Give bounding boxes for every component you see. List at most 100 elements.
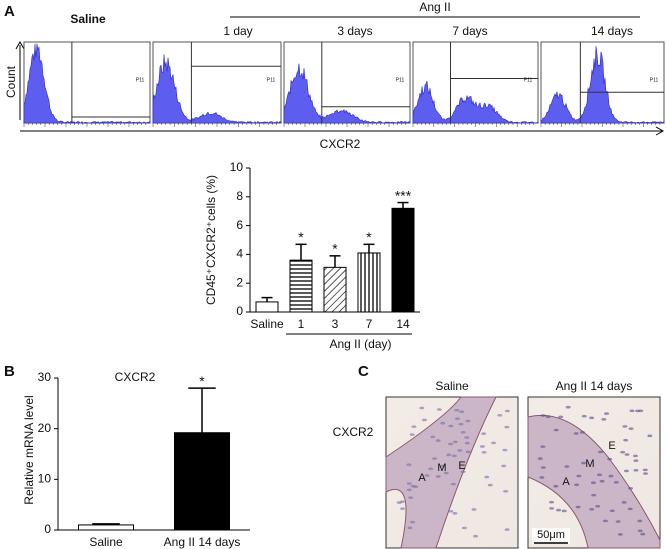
axis-label: Count xyxy=(4,65,18,98)
nucleus xyxy=(589,508,595,511)
nucleus xyxy=(407,526,413,530)
histogram xyxy=(152,54,282,124)
nucleus xyxy=(458,422,464,426)
nucleus xyxy=(461,526,467,530)
x-tick-label: 7 xyxy=(366,317,373,331)
nucleus xyxy=(575,505,581,509)
nucleus xyxy=(553,428,559,432)
nucleus xyxy=(602,519,608,523)
nucleus xyxy=(549,500,555,504)
y-tick-label: 6 xyxy=(236,218,243,232)
region-label: E xyxy=(458,460,465,472)
gate-label: P11 xyxy=(396,77,405,83)
significance: * xyxy=(332,241,338,257)
nucleus xyxy=(479,445,485,448)
nucleus xyxy=(413,485,419,488)
nucleus xyxy=(443,471,449,475)
nucleus xyxy=(632,454,638,458)
nucleus xyxy=(454,417,460,420)
nucleus xyxy=(448,509,454,513)
gate-label: P11 xyxy=(524,77,533,83)
nucleus xyxy=(450,482,456,486)
nucleus xyxy=(545,415,551,419)
y-tick-label: 0 xyxy=(44,522,51,536)
y-axis-label: CD45⁺CXCR2⁺cells (%) xyxy=(204,175,218,305)
nucleus xyxy=(628,486,634,490)
nucleus xyxy=(408,496,414,499)
nucleus xyxy=(484,475,490,479)
gate-label: P11 xyxy=(650,77,659,83)
nucleus xyxy=(561,509,567,513)
nucleus xyxy=(564,465,570,468)
nucleus xyxy=(574,483,580,487)
nucleus xyxy=(609,509,615,513)
nucleus xyxy=(633,468,639,472)
nucleus xyxy=(428,467,434,471)
scale-label: 50μm xyxy=(537,529,565,541)
nucleus xyxy=(549,507,555,510)
nucleus xyxy=(501,464,507,468)
nucleus xyxy=(540,414,546,417)
region-label: M xyxy=(437,462,446,474)
nucleus xyxy=(596,473,602,477)
nucleus xyxy=(452,512,458,515)
nucleus xyxy=(647,434,653,438)
histogram xyxy=(283,63,411,124)
nucleus xyxy=(627,507,633,511)
nucleus xyxy=(473,534,479,538)
nucleus xyxy=(465,419,471,423)
nucleus xyxy=(504,528,510,531)
nucleus xyxy=(635,409,641,413)
nucleus xyxy=(599,479,605,483)
y-tick-label: 4 xyxy=(236,247,243,261)
nucleus xyxy=(436,408,442,411)
histogram xyxy=(540,46,665,124)
region-label: A xyxy=(418,472,426,484)
x-tick-label: 1 xyxy=(298,317,305,331)
scale-box xyxy=(532,528,570,544)
nucleus xyxy=(459,410,465,414)
nucleus xyxy=(613,481,619,484)
nucleus xyxy=(623,438,629,442)
nucleus xyxy=(481,451,487,454)
histogram xyxy=(412,80,539,124)
nucleus xyxy=(460,430,466,434)
region-label: M xyxy=(585,458,594,470)
nucleus xyxy=(608,474,614,478)
nucleus xyxy=(448,442,454,446)
bar xyxy=(255,301,279,313)
axis-label: CXCR2 xyxy=(320,137,361,151)
row-label: CXCR2 xyxy=(333,425,374,439)
nucleus xyxy=(624,453,630,456)
nucleus xyxy=(481,432,487,435)
nucleus xyxy=(460,470,466,474)
nucleus xyxy=(406,463,412,466)
nucleus xyxy=(595,504,601,508)
nucleus xyxy=(581,461,587,465)
bar xyxy=(357,252,381,313)
arrow-head xyxy=(15,40,25,50)
nucleus xyxy=(406,488,412,492)
nucleus xyxy=(540,445,546,448)
nucleus xyxy=(539,476,545,479)
nucleus xyxy=(451,454,457,458)
nucleus xyxy=(565,405,571,409)
nucleus xyxy=(448,424,454,428)
x-tick-label: Saline xyxy=(250,317,284,331)
bar xyxy=(174,432,230,531)
nucleus xyxy=(452,440,458,444)
image-title: Ang II 14 days xyxy=(556,379,633,393)
nucleus xyxy=(410,520,416,524)
nucleus xyxy=(454,408,460,412)
nucleus xyxy=(491,441,497,445)
region-label: A xyxy=(562,476,570,488)
bar xyxy=(78,524,134,531)
nucleus xyxy=(464,441,470,445)
nucleus xyxy=(642,472,648,475)
nucleus xyxy=(446,453,452,457)
bar xyxy=(289,259,313,313)
nucleus xyxy=(629,409,635,413)
nucleus xyxy=(640,532,646,536)
nucleus xyxy=(558,415,564,419)
column-label: 7 days xyxy=(452,24,487,38)
